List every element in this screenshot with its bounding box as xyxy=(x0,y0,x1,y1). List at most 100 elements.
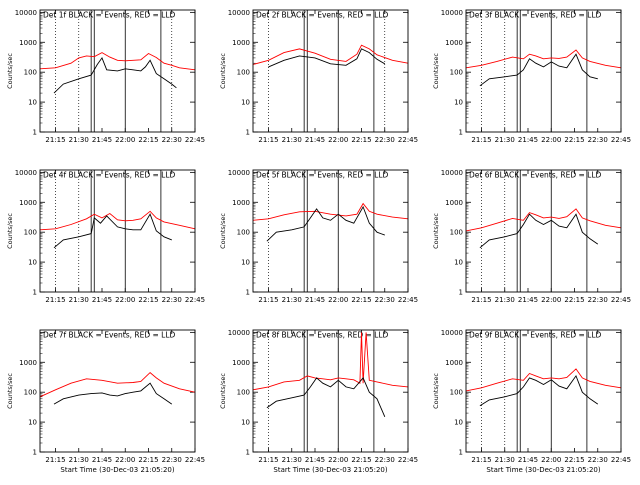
x-tick-label: 22:45 xyxy=(185,136,205,144)
x-tick-label: 21:45 xyxy=(518,136,538,144)
y-tick-label: 1 xyxy=(33,129,37,137)
panel-3: Det 3f BLACK = Events, RED = LLD Counts/s… xyxy=(432,9,631,144)
lld-series-line xyxy=(252,332,409,391)
x-tick-label: 22:15 xyxy=(564,456,584,464)
x-tick-label: 22:45 xyxy=(398,296,418,304)
plot-frame xyxy=(252,169,409,293)
y-tick-label: 100 xyxy=(24,389,37,397)
lld-series-line xyxy=(465,208,622,232)
x-tick-label: 22:15 xyxy=(564,136,584,144)
panel-title: Det 7f BLACK = Events, RED = LLD xyxy=(43,331,176,340)
x-axis-label: Start Time (30-Dec-03 21:05:20) xyxy=(273,466,387,474)
x-tick-label: 21:30 xyxy=(282,136,302,144)
x-tick-label: 21:45 xyxy=(92,296,112,304)
y-tick-label: 1000 xyxy=(19,199,37,207)
x-tick-label: 22:00 xyxy=(115,456,135,464)
plot-frame xyxy=(252,9,409,133)
x-tick-label: 22:45 xyxy=(398,456,418,464)
lld-series-line xyxy=(465,368,622,392)
panel-title: Det 6f BLACK = Events, RED = LLD xyxy=(469,171,602,180)
panel-title: Det 9f BLACK = Events, RED = LLD xyxy=(469,331,602,340)
plot-frame xyxy=(39,329,196,453)
panel-8: Det 8f BLACK = Events, RED = LLD Counts/s… xyxy=(219,329,418,474)
panel-5: Det 5f BLACK = Events, RED = LLD Counts/s… xyxy=(219,169,418,304)
y-tick-label: 10 xyxy=(454,419,463,427)
plot-frame xyxy=(465,329,622,453)
x-tick-label: 21:15 xyxy=(258,296,278,304)
panel-title: Det 2f BLACK = Events, RED = LLD xyxy=(256,11,389,20)
y-axis-label: Counts/sec xyxy=(432,213,440,249)
x-tick-label: 21:45 xyxy=(518,296,538,304)
y-tick-label: 10 xyxy=(241,419,250,427)
plot-frame xyxy=(465,9,622,133)
x-tick-label: 21:15 xyxy=(258,136,278,144)
y-tick-label: 1000 xyxy=(19,359,37,367)
y-tick-label: 10000 xyxy=(228,9,250,17)
x-tick-label: 22:30 xyxy=(588,456,608,464)
y-tick-label: 10 xyxy=(241,99,250,107)
events-series-line xyxy=(266,377,386,417)
y-tick-label: 10000 xyxy=(228,329,250,337)
y-axis-label: Counts/sec xyxy=(6,373,14,409)
panel-title: Det 8f BLACK = Events, RED = LLD xyxy=(256,331,389,340)
x-tick-label: 21:30 xyxy=(495,456,515,464)
x-tick-label: 22:45 xyxy=(185,456,205,464)
x-tick-label: 21:15 xyxy=(471,136,491,144)
y-axis-label: Counts/sec xyxy=(432,53,440,89)
y-tick-label: 100 xyxy=(24,69,37,77)
panel-6: Det 6f BLACK = Events, RED = LLD Counts/s… xyxy=(432,169,631,304)
plot-frame xyxy=(39,9,196,133)
plot-frame xyxy=(39,169,196,293)
x-tick-label: 21:45 xyxy=(305,136,325,144)
y-tick-label: 100 xyxy=(450,229,463,237)
lld-series-line xyxy=(252,202,409,221)
x-tick-label: 21:30 xyxy=(495,136,515,144)
lld-series-line xyxy=(252,44,409,65)
x-tick-label: 22:00 xyxy=(328,136,348,144)
x-tick-label: 21:30 xyxy=(495,296,515,304)
x-tick-label: 21:15 xyxy=(471,296,491,304)
events-series-line xyxy=(266,205,385,242)
plot-frame xyxy=(252,329,409,453)
x-tick-label: 21:45 xyxy=(92,456,112,464)
y-tick-label: 1 xyxy=(459,289,463,297)
panel-title: Det 1f BLACK = Events, RED = LLD xyxy=(43,11,176,20)
y-tick-label: 10000 xyxy=(228,169,250,177)
lld-series-line xyxy=(465,49,622,69)
x-tick-label: 22:30 xyxy=(162,296,182,304)
x-tick-label: 22:15 xyxy=(138,136,158,144)
x-tick-label: 22:00 xyxy=(328,296,348,304)
x-tick-label: 21:30 xyxy=(69,136,89,144)
y-axis-label: Counts/sec xyxy=(219,213,227,249)
y-tick-label: 10000 xyxy=(441,9,463,17)
y-tick-label: 10 xyxy=(28,419,37,427)
y-tick-label: 10000 xyxy=(441,329,463,337)
x-tick-label: 22:30 xyxy=(375,136,395,144)
y-axis-label: Counts/sec xyxy=(6,213,14,249)
x-tick-label: 22:30 xyxy=(162,136,182,144)
x-tick-label: 21:15 xyxy=(45,136,65,144)
y-tick-label: 1 xyxy=(246,289,250,297)
events-series-line xyxy=(479,53,598,87)
x-tick-label: 22:00 xyxy=(115,296,135,304)
y-tick-label: 100 xyxy=(450,389,463,397)
y-tick-label: 1000 xyxy=(445,199,463,207)
y-tick-label: 1 xyxy=(459,129,463,137)
y-tick-label: 1000 xyxy=(232,199,250,207)
y-tick-label: 10 xyxy=(454,259,463,267)
y-tick-label: 1000 xyxy=(445,359,463,367)
y-tick-label: 10000 xyxy=(15,9,37,17)
panel-4: Det 4f BLACK = Events, RED = LLD Counts/s… xyxy=(6,169,205,304)
x-tick-label: 22:00 xyxy=(541,456,561,464)
x-tick-label: 21:15 xyxy=(45,456,65,464)
y-tick-label: 1 xyxy=(33,449,37,457)
y-tick-label: 1000 xyxy=(232,39,250,47)
y-axis-label: Counts/sec xyxy=(6,53,14,89)
panel-7: Det 7f BLACK = Events, RED = LLD Counts/s… xyxy=(6,329,205,474)
x-tick-label: 22:45 xyxy=(611,296,631,304)
x-tick-label: 21:30 xyxy=(282,456,302,464)
x-tick-label: 22:30 xyxy=(588,136,608,144)
y-tick-label: 10 xyxy=(454,99,463,107)
x-tick-label: 22:30 xyxy=(588,296,608,304)
